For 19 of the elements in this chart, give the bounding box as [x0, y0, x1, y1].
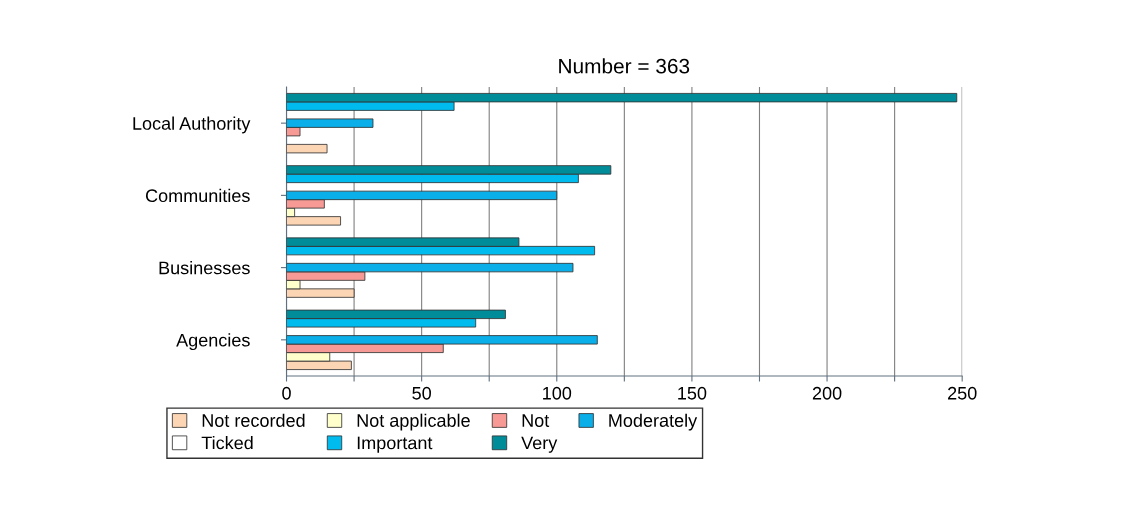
- legend-label: Not recorded: [202, 413, 305, 427]
- x-tick-label: 100: [543, 386, 572, 400]
- bar: [286, 143, 328, 154]
- y-tick-label: Local Authority: [133, 116, 251, 134]
- x-tick-label: 250: [948, 386, 977, 400]
- legend-label: Very: [521, 436, 558, 453]
- x-tick-label: 50: [412, 386, 431, 400]
- legend-label: Not applicable: [357, 413, 470, 431]
- y-tick-label: Businesses: [159, 261, 250, 275]
- y-tick-label: Communities: [145, 188, 250, 203]
- legend-label: Not: [522, 414, 550, 427]
- legend-label: Important: [357, 436, 433, 453]
- chart-title: Number = 363: [559, 58, 690, 74]
- legend-label: Moderately: [609, 413, 698, 431]
- legend-label: Ticked: [201, 436, 253, 450]
- x-tick-label: 0: [282, 386, 291, 400]
- x-tick-label: 150: [678, 386, 707, 400]
- x-tick-label: 200: [812, 386, 842, 400]
- y-tick-label: Agencies: [176, 333, 250, 351]
